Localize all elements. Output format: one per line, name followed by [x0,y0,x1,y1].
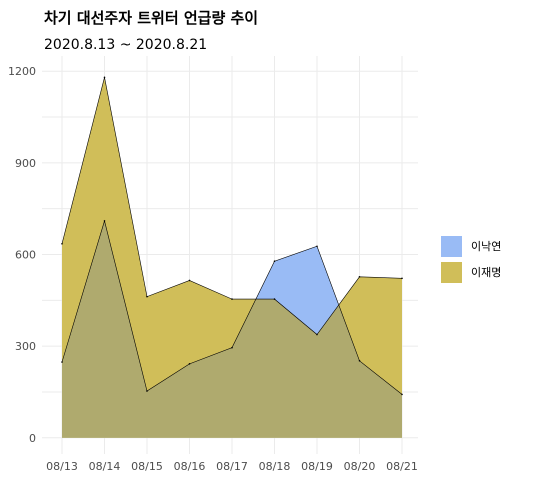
x-tick-label: 08/18 [259,460,291,473]
data-point [358,275,361,278]
y-tick-label: 1200 [8,65,36,78]
data-point [188,279,191,282]
data-point [103,76,106,79]
x-tick-label: 08/16 [174,460,206,473]
y-tick-label: 300 [15,340,36,353]
data-point [231,346,233,349]
y-tick-label: 900 [15,157,36,170]
x-tick-label: 08/20 [344,460,376,473]
x-tick-label: 08/13 [46,460,78,473]
data-point [273,298,276,300]
data-point [61,361,63,363]
data-point [401,393,403,396]
y-tick-label: 0 [29,432,36,445]
data-point [61,243,63,245]
data-point [146,295,148,298]
chart-subtitle: 2020.8.13 ~ 2020.8.21 [44,37,207,53]
data-point [103,220,106,222]
legend-label: 이낙연 [471,240,501,253]
data-point [188,363,191,365]
x-tick-label: 08/19 [301,460,333,473]
data-point [231,298,233,300]
chart-title: 차기 대선주자 트위터 언급량 추이 [44,9,258,27]
data-point [401,277,403,280]
data-point [273,260,276,263]
axis-ticks: 0 300 600 900 1200 08/13 08/14 08/15 08/16 08/17 0… [8,65,418,473]
data-point [146,390,148,392]
x-tick-label: 08/14 [89,460,121,473]
data-point [316,333,318,336]
data-point [358,360,361,362]
legend-label: 이재명 [471,266,501,279]
plot-areas [61,76,403,438]
legend-swatch [441,262,462,283]
overlap-area [62,220,402,438]
x-tick-label: 08/17 [216,460,248,473]
x-tick-label: 08/15 [131,460,163,473]
legend-swatch [441,236,462,257]
y-tick-label: 600 [15,249,36,262]
x-tick-label: 08/21 [386,460,418,473]
data-point [316,245,318,248]
